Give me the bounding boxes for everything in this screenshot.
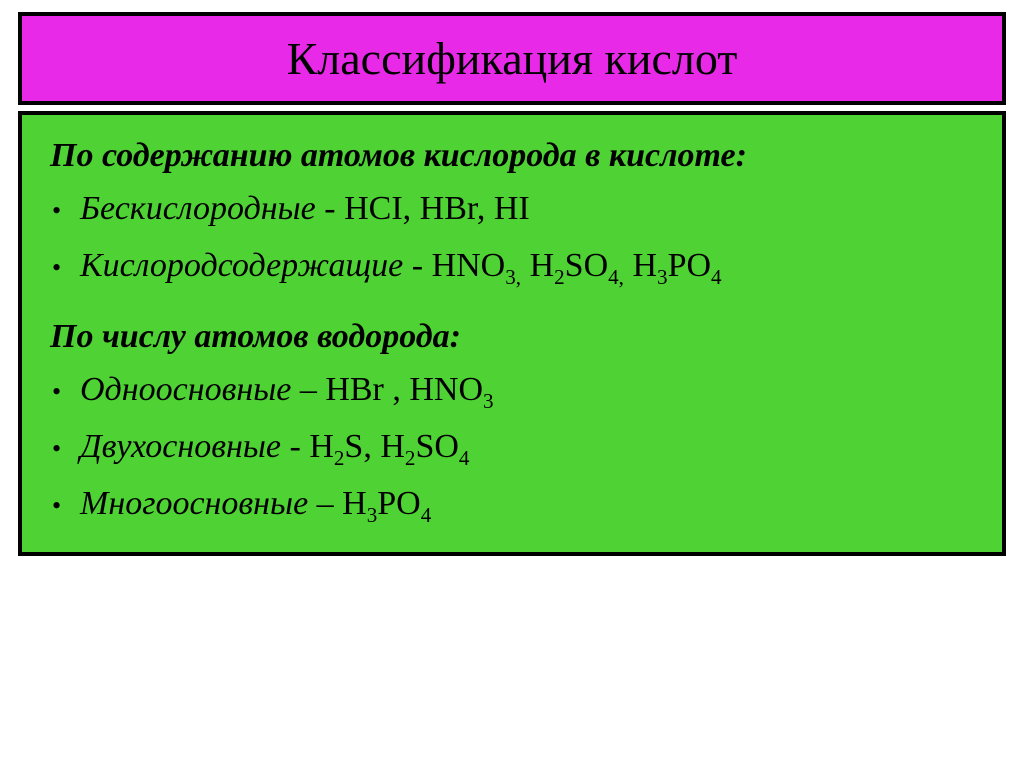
item-formulas: H2S, H2SO4 [309, 428, 469, 465]
list-item: • Многоосновные – H3PO4 [52, 478, 974, 531]
item-label: Двухосновные [80, 428, 281, 465]
list-item: • Одноосновные – HBr , HNO3 [52, 364, 974, 417]
content-box: По содержанию атомов кислорода в кислоте… [18, 111, 1006, 556]
list-item: • Кислородсодержащие - HNO3, H2SO4, H3PO… [52, 240, 974, 293]
bullet-icon: • [52, 429, 80, 467]
bullet-icon: • [52, 248, 80, 286]
bullet-icon: • [52, 372, 80, 410]
section-heading-2: По числу атомов водорода: [50, 318, 974, 356]
item-label: Многоосновные [80, 485, 308, 522]
list-item: • Двухосновные - H2S, H2SO4 [52, 421, 974, 474]
item-formulas: H3PO4 [342, 485, 431, 522]
item-label: Кислородсодержащие [80, 247, 403, 284]
item-sep: - [281, 428, 309, 465]
item-sep: – [291, 371, 325, 408]
item-sep: - [316, 190, 344, 227]
title-box: Классификация кислот [18, 12, 1006, 105]
section-heading-1: По содержанию атомов кислорода в кислоте… [50, 137, 974, 175]
page-title: Классификация кислот [287, 33, 738, 84]
item-label: Одноосновные [80, 371, 291, 408]
item-sep: - [403, 247, 431, 284]
item-formulas: HNO3, H2SO4, H3PO4 [432, 247, 722, 284]
bullet-icon: • [52, 191, 80, 229]
item-label: Бескислородные [80, 190, 316, 227]
item-formulas: HCI, HBr, HI [344, 190, 530, 227]
item-formulas: HBr , HNO3 [325, 371, 493, 408]
item-sep: – [308, 485, 342, 522]
bullet-icon: • [52, 486, 80, 524]
list-item: • Бескислородные - HCI, HBr, HI [52, 183, 974, 236]
